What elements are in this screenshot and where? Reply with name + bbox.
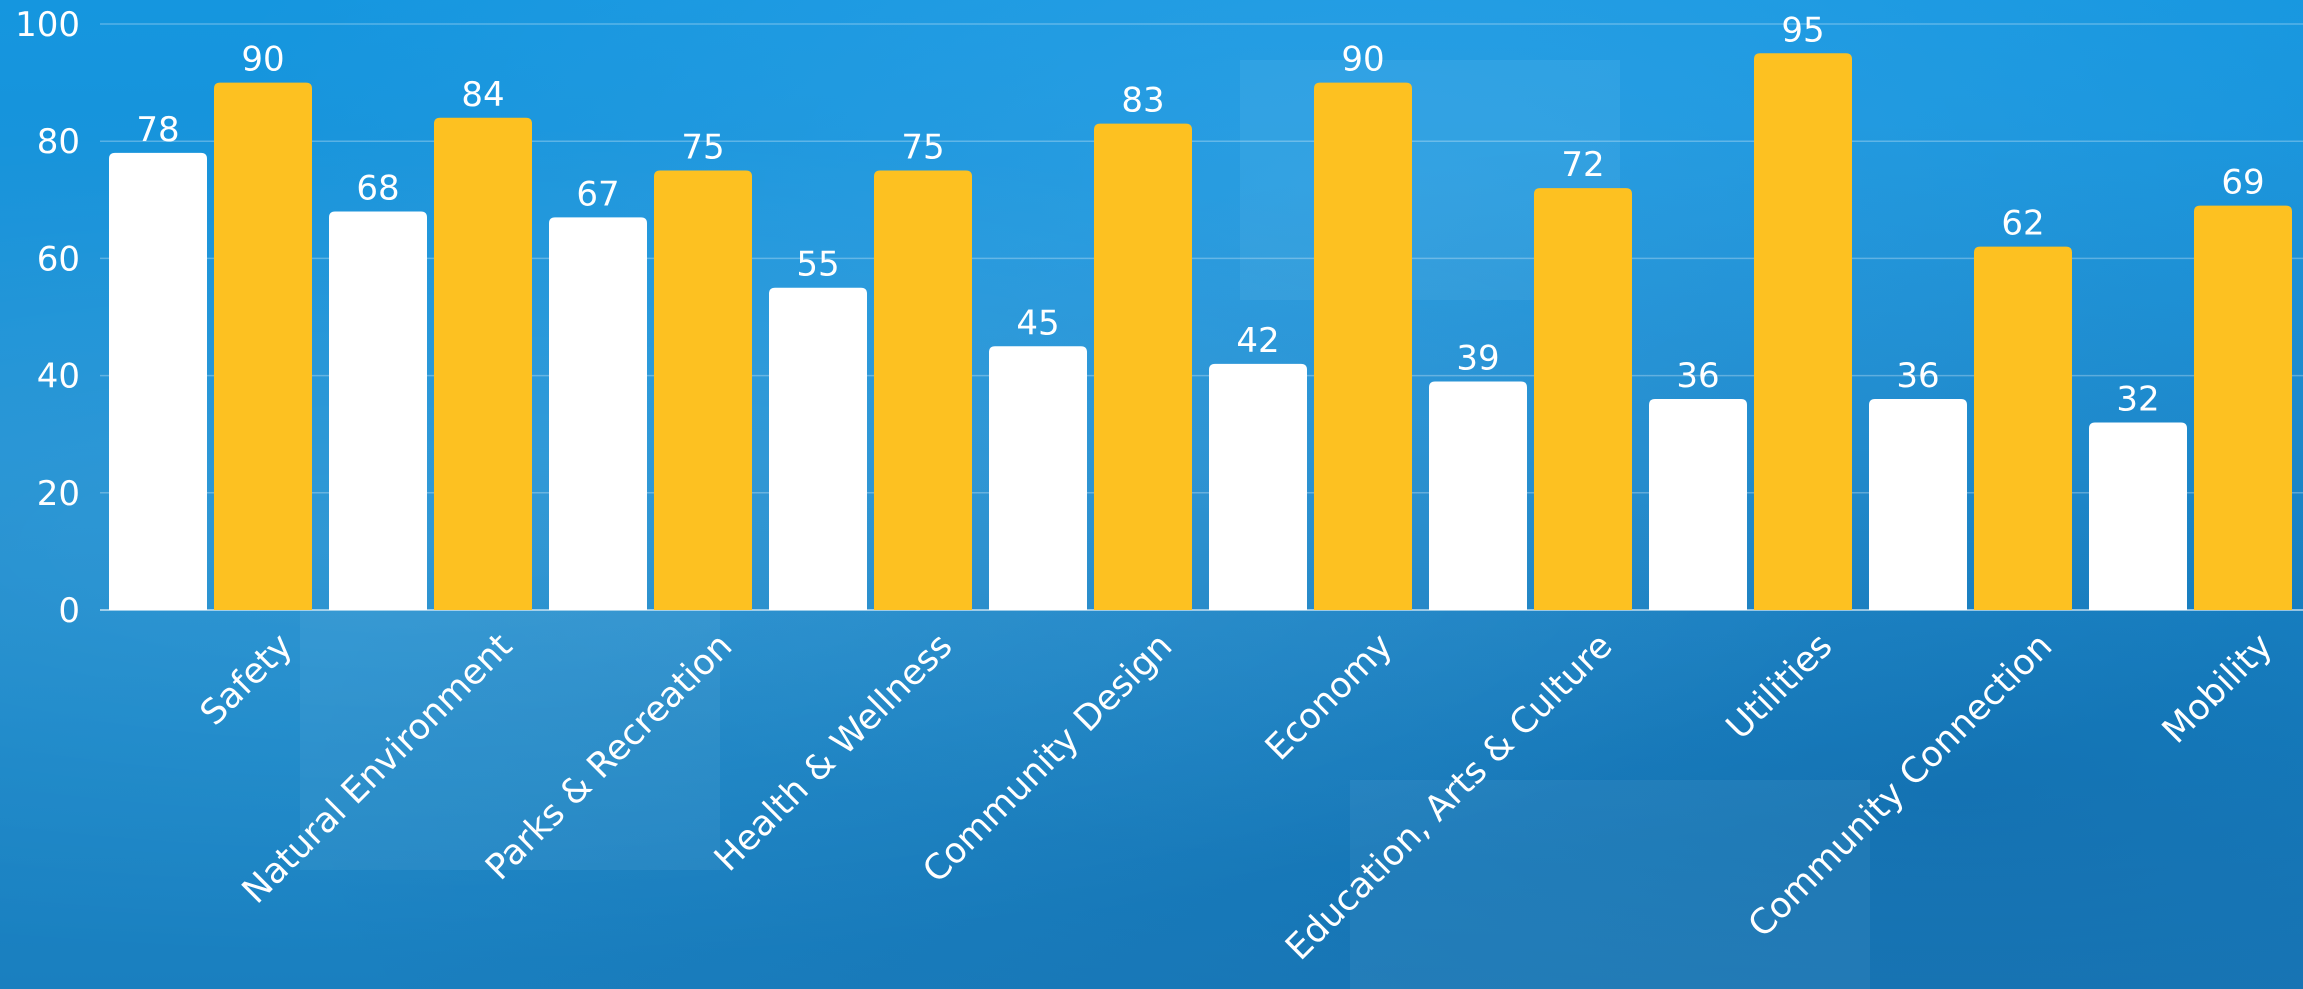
bar-5-series-0 (1209, 363, 1307, 610)
bars: 78 90 68 84 67 75 55 75 45 83 42 90 39 72 36 95 36 62 32 69 (109, 10, 2292, 611)
data-label-5-series-1: 90 (1341, 40, 1384, 80)
bar-9-series-0 (2089, 422, 2187, 610)
data-label-8-series-1: 62 (2001, 204, 2044, 244)
data-label-2-series-1: 75 (681, 128, 724, 168)
data-label-6-series-0: 39 (1456, 338, 1499, 378)
data-label-0-series-1: 90 (241, 40, 284, 80)
data-label-5-series-0: 42 (1236, 321, 1279, 361)
y-tick-label: 60 (37, 239, 80, 279)
bar-8-series-0 (1869, 399, 1967, 610)
data-label-7-series-1: 95 (1781, 10, 1824, 50)
bar-4-series-1 (1094, 123, 1192, 611)
bar-2-series-1 (654, 170, 752, 610)
background-building-left (300, 610, 720, 870)
bar-1-series-0 (329, 211, 427, 610)
background-building-right (1350, 780, 1870, 989)
bar-7-series-0 (1649, 399, 1747, 610)
y-tick-label: 100 (15, 5, 80, 45)
data-label-3-series-1: 75 (901, 128, 944, 168)
data-label-4-series-1: 83 (1121, 81, 1164, 121)
bar-5-series-1 (1314, 82, 1412, 611)
grid-lines (100, 23, 2303, 611)
data-label-6-series-1: 72 (1561, 145, 1604, 185)
bar-7-series-1 (1754, 53, 1852, 611)
data-label-4-series-0: 45 (1016, 303, 1059, 343)
data-label-8-series-0: 36 (1896, 356, 1939, 396)
data-label-3-series-0: 55 (796, 245, 839, 285)
y-tick-label: 80 (37, 122, 80, 162)
x-tick-label: Health & Wellness (707, 626, 960, 879)
bar-6-series-1 (1534, 188, 1632, 610)
bar-0-series-0 (109, 152, 207, 611)
y-tick-label: 0 (58, 591, 80, 631)
data-label-0-series-0: 78 (136, 110, 179, 150)
bar-8-series-1 (1974, 246, 2072, 610)
y-tick-label: 40 (37, 357, 80, 397)
bar-1-series-1 (434, 117, 532, 610)
x-tick-label: Utilities (1719, 626, 1840, 747)
bar-4-series-0 (989, 346, 1087, 610)
bar-2-series-0 (549, 217, 647, 610)
bar-9-series-1 (2194, 205, 2292, 610)
bar-3-series-1 (874, 170, 972, 610)
data-label-1-series-1: 84 (461, 75, 504, 115)
bar-3-series-0 (769, 287, 867, 610)
data-label-9-series-0: 32 (2116, 379, 2159, 419)
x-tick-label: Mobility (2155, 626, 2280, 751)
data-label-2-series-0: 67 (576, 174, 619, 214)
x-tick-label: Economy (1258, 626, 1400, 768)
data-label-7-series-0: 36 (1676, 356, 1719, 396)
bar-6-series-0 (1429, 381, 1527, 610)
bar-0-series-1 (214, 82, 312, 611)
y-axis: 0 20 40 60 80 100 (15, 5, 80, 631)
x-tick-label: Safety (193, 626, 300, 733)
data-label-9-series-1: 69 (2221, 163, 2264, 203)
x-tick-label: Community Design (916, 626, 1181, 891)
x-tick-label: Parks & Recreation (478, 626, 740, 888)
data-label-1-series-0: 68 (356, 169, 399, 209)
y-tick-label: 20 (37, 474, 80, 514)
